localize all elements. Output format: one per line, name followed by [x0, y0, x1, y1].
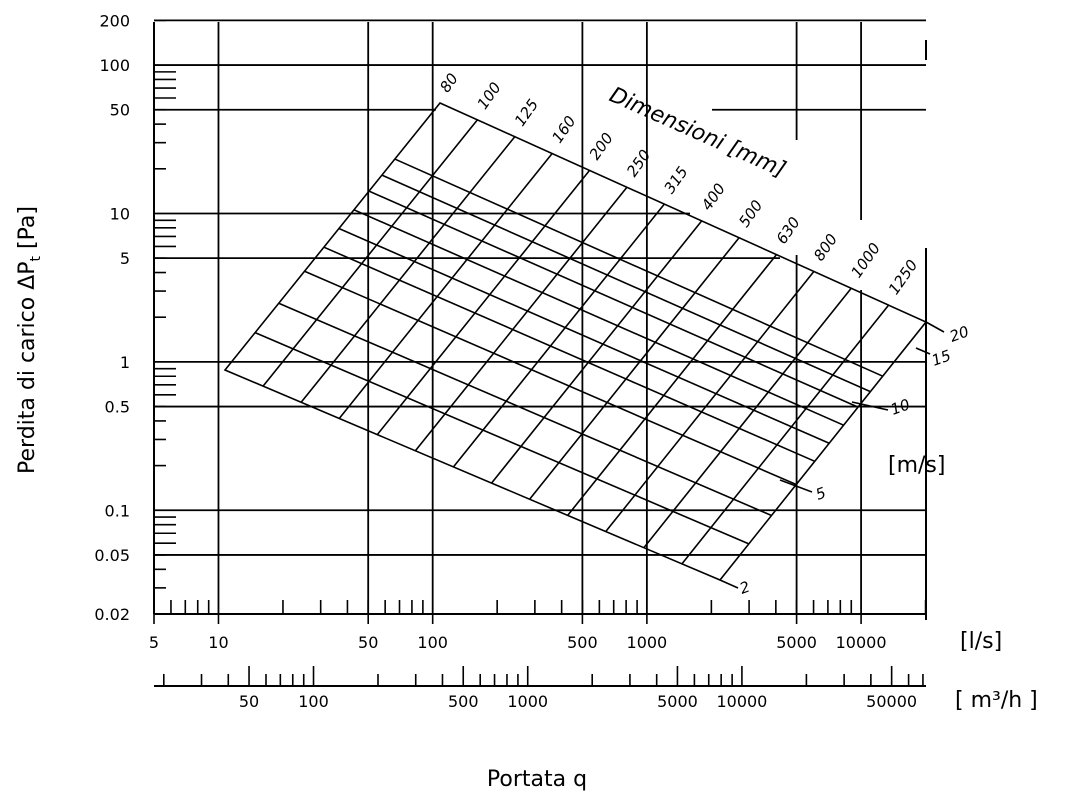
x-title: Portata q: [487, 767, 587, 792]
diameter-line: [567, 254, 778, 516]
diameter-line: [414, 186, 628, 452]
velocity-label-leader: [779, 479, 813, 493]
x-ls-tick-label: 5000: [776, 633, 817, 652]
velocity-unit: [m/s]: [888, 453, 945, 478]
y-tick-label: 10: [110, 204, 130, 223]
diameter-line: [490, 220, 703, 484]
x-m3h-tick-label: 5000: [657, 692, 698, 711]
velocity-label-leader: [925, 321, 945, 333]
x-ls-tick-label: 500: [567, 633, 598, 652]
x-ls-tick-label: 5: [149, 633, 159, 652]
velocity-line: [323, 246, 816, 463]
diameter-label: 200: [586, 129, 617, 163]
velocity-label: 5: [813, 484, 828, 504]
x-ls-tick-label: 10: [208, 633, 228, 652]
y-tick-label: 5: [120, 249, 130, 268]
y-title: Perdita di carico ΔPt [Pa]: [15, 206, 44, 474]
diameter-label: 250: [623, 146, 654, 180]
diameter-line: [300, 136, 516, 403]
diameter-label: 500: [735, 197, 766, 231]
diameter-line: [452, 203, 665, 468]
diameter-line: [528, 237, 740, 500]
diameter-label: 315: [660, 163, 691, 197]
x-ls-tick-label: 10000: [836, 633, 887, 652]
velocity-line: [394, 158, 884, 377]
velocity-line: [381, 174, 871, 393]
velocity-line: [368, 190, 859, 408]
axes: [153, 19, 927, 687]
velocity-label: 20: [947, 322, 971, 345]
diameter-label: 400: [698, 180, 729, 214]
diameter-line: [376, 169, 591, 436]
diameter-label: 630: [773, 214, 804, 248]
velocity-label-leader: [719, 579, 739, 589]
diameter-label: 1000: [847, 240, 884, 282]
y-tick-label: 100: [99, 56, 130, 75]
diameter-line: [262, 119, 479, 387]
velocity-label-leader: [915, 347, 931, 355]
velocity-line: [353, 209, 844, 426]
y-tick-label: 0.5: [105, 398, 130, 417]
velocity-label: 15: [929, 346, 953, 369]
y-tick-label: 50: [110, 101, 130, 120]
diameter-line: [338, 153, 553, 419]
x-ls-tick-label: 50: [358, 633, 378, 652]
y-tick-label: 0.05: [94, 546, 130, 565]
y-title-symbol: ΔP: [15, 261, 40, 289]
velocity-line: [278, 302, 772, 517]
velocity-label: 2: [737, 578, 752, 598]
x-m3h-tick-label: 500: [448, 692, 479, 711]
y-tick-label: 1: [120, 353, 130, 372]
y-tick-label: 0.1: [105, 501, 130, 520]
diameter-line: [643, 287, 852, 549]
x-m3h-tick-label: 100: [298, 692, 329, 711]
x-ls-tick-label: 100: [417, 633, 448, 652]
diameter-label: 100: [474, 79, 505, 113]
y-title-unit: [Pa]: [15, 206, 40, 256]
velocity-line: [254, 331, 750, 545]
diameter-label: 1250: [885, 256, 922, 298]
diameter-label: 160: [548, 113, 579, 147]
x-m3h-tick-label: 50: [239, 692, 259, 711]
velocity-line: [304, 270, 797, 486]
diameter-label: 125: [511, 96, 542, 130]
x-ls-unit: [l/s]: [960, 629, 1002, 654]
diameter-label: 80: [436, 70, 462, 96]
diameter-label: 800: [810, 230, 841, 264]
nomogram-lines: [223, 102, 945, 589]
y-tick-label: 0.02: [94, 605, 130, 624]
x-m3h-tick-label: 50000: [866, 692, 917, 711]
x-ls-tick-label: 1000: [627, 633, 668, 652]
y-tick-label: 200: [99, 11, 130, 30]
y-title-text: Perdita di carico: [15, 290, 40, 474]
labels: 200 100 50 10 5 1 0.5 0.1 0.05 0.02 5 10 50 100 500 100…: [15, 11, 1038, 792]
velocity-label: 10: [888, 395, 912, 418]
diameter-line: [681, 304, 890, 565]
x-m3h-tick-label: 1000: [507, 692, 548, 711]
diameter-line: [605, 270, 815, 533]
nomogram-outline: [223, 102, 928, 581]
x-m3h-unit: [ m³/h ]: [955, 688, 1038, 713]
velocity-label-leader: [851, 401, 889, 411]
x-m3h-tick-label: 10000: [716, 692, 767, 711]
y-title-sub: t: [28, 255, 44, 261]
velocity-line: [338, 227, 830, 444]
